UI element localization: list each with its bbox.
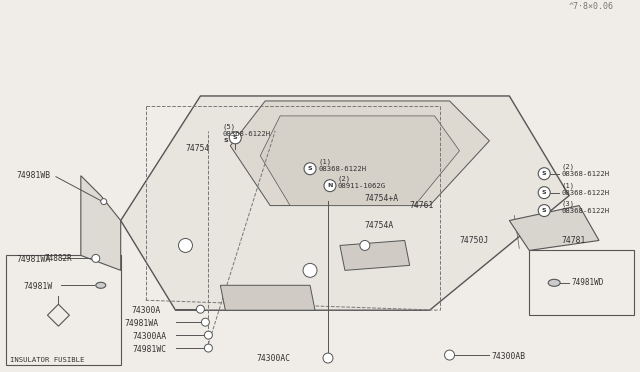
Text: 74781: 74781: [561, 236, 586, 245]
Circle shape: [204, 331, 212, 339]
Text: S: S: [308, 166, 312, 171]
Polygon shape: [260, 116, 460, 206]
Text: (5): (5): [222, 124, 236, 130]
Polygon shape: [230, 101, 490, 206]
Circle shape: [323, 353, 333, 363]
Text: (1): (1): [561, 182, 574, 189]
Circle shape: [304, 163, 316, 175]
Polygon shape: [47, 304, 69, 326]
Ellipse shape: [548, 279, 560, 286]
Circle shape: [538, 187, 550, 199]
Text: 08368-6122H: 08368-6122H: [222, 131, 271, 137]
Text: (2): (2): [338, 176, 351, 182]
Text: 74300AA: 74300AA: [132, 331, 167, 341]
Text: 74754+A: 74754+A: [365, 194, 399, 203]
Text: 74754A: 74754A: [365, 221, 394, 230]
Text: 08368-6122H: 08368-6122H: [561, 190, 609, 196]
Text: 74981WC: 74981WC: [132, 344, 167, 353]
Text: 74981WD: 74981WD: [571, 278, 604, 287]
Text: 74750J: 74750J: [460, 236, 489, 245]
Text: (2): (2): [561, 163, 574, 170]
Circle shape: [360, 240, 370, 250]
Text: (1): (1): [318, 158, 331, 165]
Text: S: S: [542, 171, 547, 176]
Circle shape: [196, 305, 204, 313]
Circle shape: [229, 132, 241, 144]
Text: 74981WA: 74981WA: [125, 319, 159, 328]
Bar: [529, 250, 634, 315]
Circle shape: [538, 168, 550, 180]
Text: 74981WB: 74981WB: [16, 171, 50, 180]
Text: S: S: [223, 138, 228, 143]
Circle shape: [538, 205, 550, 217]
Text: S: S: [233, 135, 237, 140]
Circle shape: [324, 180, 336, 192]
Text: N: N: [327, 183, 333, 188]
Text: (3): (3): [561, 201, 574, 207]
Circle shape: [202, 318, 209, 326]
Text: 74882R: 74882R: [45, 254, 72, 263]
Circle shape: [179, 238, 193, 253]
Text: INSULATOR FUSIBLE: INSULATOR FUSIBLE: [10, 357, 84, 363]
Text: ^7·8×0.06: ^7·8×0.06: [569, 2, 614, 11]
Text: 08911-1062G: 08911-1062G: [338, 183, 386, 189]
Polygon shape: [509, 206, 599, 250]
Polygon shape: [220, 285, 315, 310]
Text: 08368-6122H: 08368-6122H: [561, 171, 609, 177]
Ellipse shape: [96, 282, 106, 288]
Circle shape: [100, 199, 107, 205]
Text: 74754: 74754: [186, 144, 210, 153]
Polygon shape: [121, 96, 569, 310]
Text: 74981W: 74981W: [23, 282, 52, 291]
Circle shape: [92, 254, 100, 262]
Text: 74300AC: 74300AC: [256, 353, 291, 363]
Text: 74300A: 74300A: [132, 306, 161, 315]
Text: 74981WA: 74981WA: [16, 255, 50, 264]
Text: 74300AB: 74300AB: [492, 352, 525, 360]
Circle shape: [303, 263, 317, 278]
Text: S: S: [542, 190, 547, 195]
Text: 08368-6122H: 08368-6122H: [318, 166, 366, 172]
Text: 08368-6122H: 08368-6122H: [561, 208, 609, 214]
Text: 74761: 74761: [410, 201, 434, 210]
Polygon shape: [340, 240, 410, 270]
Bar: [6, 256, 121, 365]
Polygon shape: [81, 176, 121, 270]
Circle shape: [445, 350, 454, 360]
Text: S: S: [542, 208, 547, 213]
Circle shape: [204, 344, 212, 352]
